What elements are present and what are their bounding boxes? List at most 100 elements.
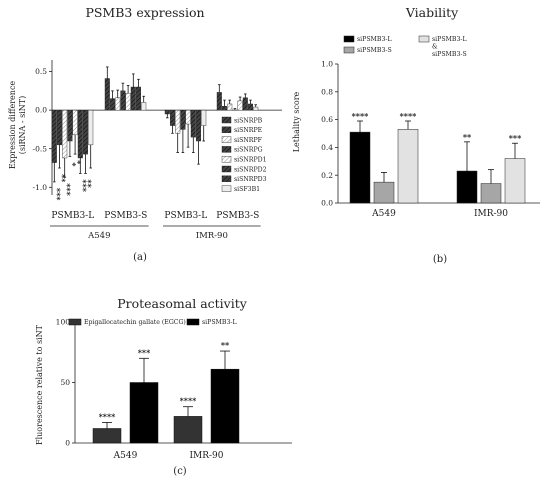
significance-stars: **** xyxy=(400,111,418,121)
bar xyxy=(456,170,478,204)
legend-swatch xyxy=(221,146,232,153)
legend-entry: siPSMB3-L xyxy=(202,319,237,326)
panel-c-title: Proteasomal activity xyxy=(117,296,248,311)
bar xyxy=(253,106,259,111)
legend-swatch xyxy=(343,35,355,43)
legend-swatch xyxy=(221,185,232,192)
y-tick-label: 0.0 xyxy=(35,106,47,115)
bar xyxy=(216,92,222,111)
panel-c-proteasomal-activity: Proteasomal activity Fluorescence relati… xyxy=(35,296,292,477)
bar xyxy=(175,109,181,134)
bar xyxy=(129,382,159,444)
bar xyxy=(125,92,131,111)
y-tick-label: 0.6 xyxy=(321,115,333,124)
legend-swatch xyxy=(221,165,232,173)
bar xyxy=(169,109,175,126)
panel-a-ylabel-line1: Expression difference xyxy=(8,81,17,170)
category-label: IMR-90 xyxy=(189,451,223,461)
legend-entry: siSNRPD3 xyxy=(234,176,267,183)
bar xyxy=(247,103,253,111)
significance-stars: **** xyxy=(180,396,198,406)
bar xyxy=(88,109,94,146)
bar xyxy=(57,109,63,146)
bar xyxy=(115,97,121,111)
group-label: A549 xyxy=(87,231,110,241)
bar xyxy=(190,109,196,138)
bar xyxy=(141,102,147,111)
panel-a-legend: siSNRPB siSNRPE siSNRPF siSNRPG siSNRPD1 siSN… xyxy=(221,116,267,193)
bar xyxy=(120,90,126,111)
significance-stars: ** xyxy=(84,179,94,188)
legend-swatch xyxy=(418,35,430,43)
y-tick-label: 0.5 xyxy=(35,67,47,76)
bar xyxy=(164,109,170,115)
significance-stars: ** xyxy=(463,132,472,142)
bar xyxy=(51,109,57,163)
panel-c-legend: Epigallocatechin gallate (EGCG) siPSMB3-L xyxy=(68,318,237,326)
legend-entry: siPSMB3-S xyxy=(432,51,467,58)
legend-swatch xyxy=(221,116,232,124)
bar xyxy=(77,109,83,159)
bar xyxy=(109,98,115,111)
bar xyxy=(195,109,201,142)
category-label: PSMB3-L xyxy=(164,211,207,221)
bar xyxy=(72,109,78,136)
significance-stars: *** xyxy=(138,347,151,357)
legend-swatch xyxy=(221,155,232,163)
bar xyxy=(173,416,203,444)
panel-b-ylabel: Lethality score xyxy=(292,91,301,152)
bar xyxy=(349,131,371,204)
legend-entry: Epigallocatechin gallate (EGCG) xyxy=(84,319,186,326)
bar xyxy=(135,86,141,111)
bar xyxy=(82,109,88,155)
y-tick-label: 0.2 xyxy=(321,171,333,180)
panel-b-bars: **** ****** *** xyxy=(349,111,526,204)
bar xyxy=(62,109,68,159)
significance-stars: *** xyxy=(63,183,73,196)
legend-swatch xyxy=(68,318,82,326)
panel-b-viability: Viability Lethality score 0.0 0.2 0.4 0.6 0.… xyxy=(292,5,540,265)
bar xyxy=(504,158,526,204)
significance-stars: ** xyxy=(221,340,230,350)
legend-swatch xyxy=(343,46,355,54)
y-tick-label: 0.4 xyxy=(321,143,333,152)
bar xyxy=(227,103,233,111)
y-tick-label: 100 xyxy=(56,318,71,327)
significance-stars: ** xyxy=(58,174,68,183)
legend-entry: siSF3B1 xyxy=(234,186,260,193)
panel-a-ylabel-line2: (siRNA - siNT) xyxy=(18,96,27,155)
bar xyxy=(397,129,419,204)
panel-a-label: (a) xyxy=(133,252,147,263)
bar xyxy=(237,100,243,111)
panel-a-bars: *************** xyxy=(51,66,259,201)
panel-b-label: (b) xyxy=(433,254,447,265)
y-tick-label: 0.8 xyxy=(321,87,333,96)
significance-stars: * xyxy=(73,160,83,165)
panel-b-title: Viability xyxy=(405,5,459,20)
category-label: A549 xyxy=(113,451,138,461)
significance-stars: *** xyxy=(52,188,62,201)
group-label: IMR-90 xyxy=(196,231,228,241)
legend-entry: siSNRPB xyxy=(234,117,263,124)
bar xyxy=(210,368,240,444)
category-label: IMR-90 xyxy=(474,209,508,219)
legend-entry: & xyxy=(432,44,438,51)
legend-swatch xyxy=(221,136,232,143)
y-tick-label: -1.0 xyxy=(33,183,48,192)
bar xyxy=(185,109,191,125)
significance-stars: *** xyxy=(78,179,88,192)
legend-swatch xyxy=(221,175,232,183)
category-label: PSMB3-S xyxy=(104,211,147,221)
bar xyxy=(201,109,207,126)
bar xyxy=(92,428,122,444)
panel-c-label: (c) xyxy=(173,466,187,477)
y-tick-label: -0.5 xyxy=(33,144,48,153)
bar xyxy=(373,181,395,204)
y-tick-label: 1.0 xyxy=(321,60,333,69)
bar xyxy=(130,86,136,111)
legend-entry: siSNRPF xyxy=(234,137,263,144)
bar xyxy=(104,78,110,111)
significance-stars: **** xyxy=(99,411,117,421)
